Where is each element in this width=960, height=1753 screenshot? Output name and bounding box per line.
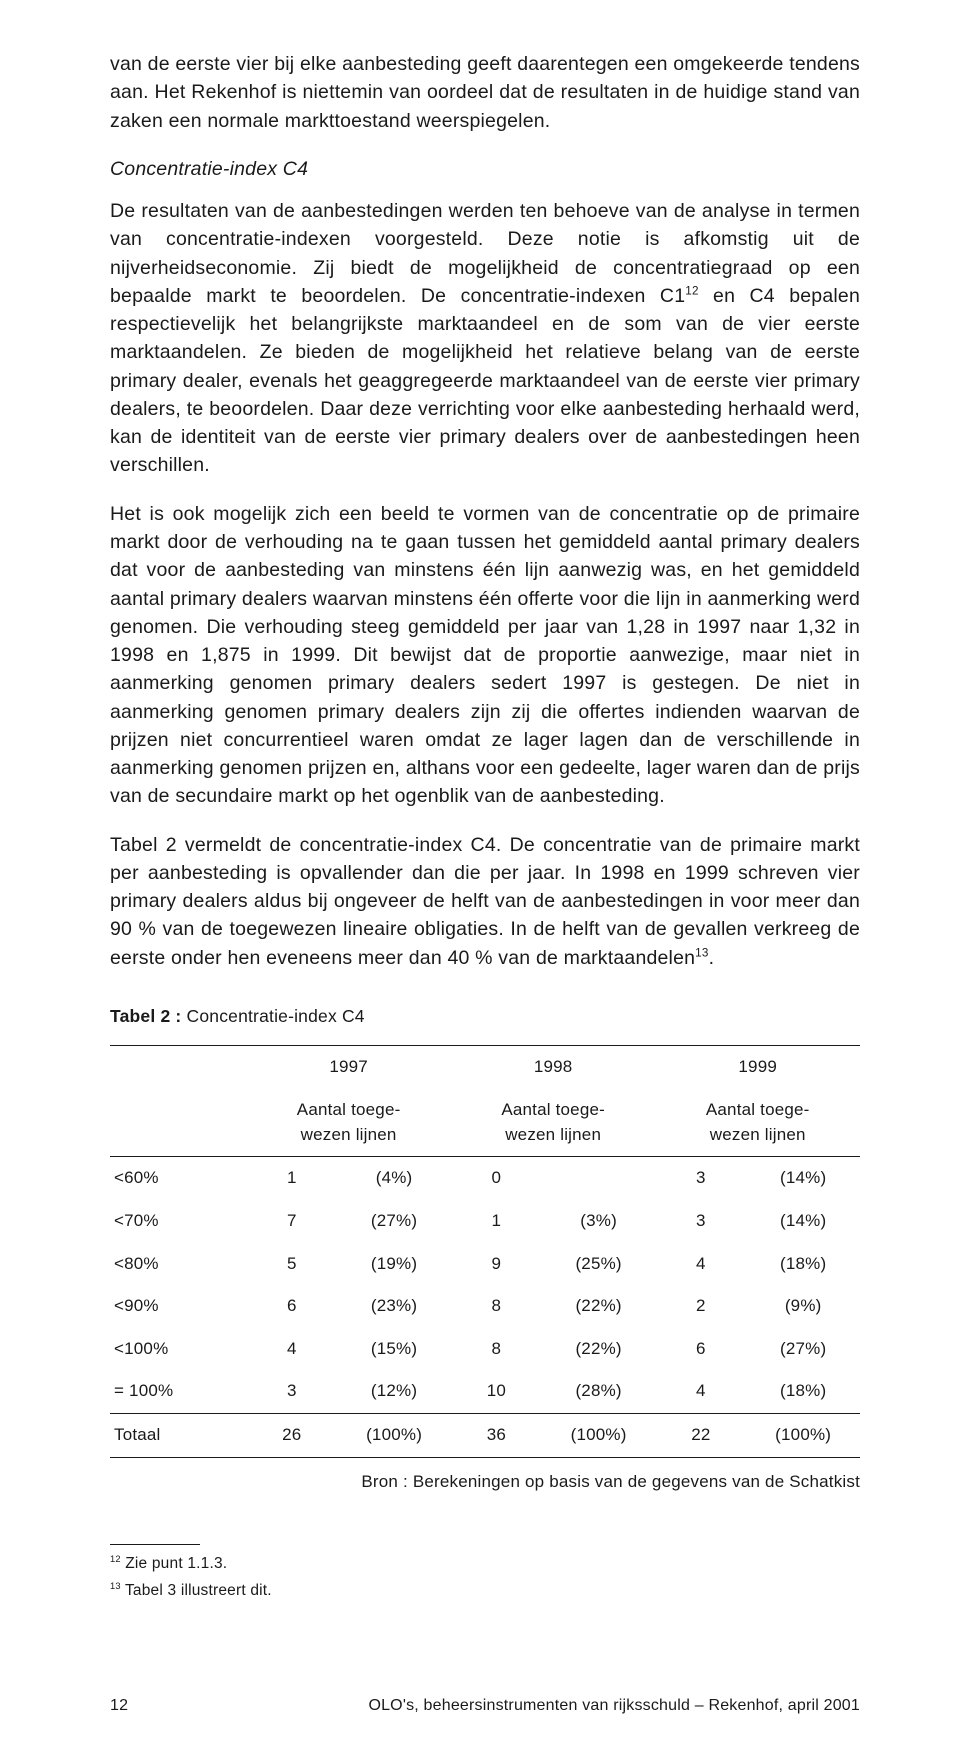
table-subheader: Aantal toege- wezen lijnen Aantal toege-… (110, 1089, 860, 1157)
paragraph-ratio: Het is ook mogelijk zich een beeld te vo… (110, 500, 860, 811)
cell: 10 (451, 1370, 542, 1413)
table-header-years: 1997 1998 1999 (110, 1046, 860, 1089)
footnote-13: 13 Tabel 3 illustreert dit. (110, 1580, 860, 1602)
cell: (27%) (746, 1328, 860, 1371)
row-label: <60% (110, 1157, 246, 1200)
row-label: <100% (110, 1328, 246, 1371)
col-subhead: Aantal toege- wezen lijnen (655, 1089, 860, 1157)
table-body: <60%1(4%)03(14%)<70%7(27%)1(3%)3(14%)<80… (110, 1157, 860, 1414)
page-footer: 12 OLO's, beheersinstrumenten van rijkss… (110, 1694, 860, 1717)
table-row: <60%1(4%)0 3(14%) (110, 1157, 860, 1200)
table-row: <100%4(15%)8(22%)6(27%) (110, 1328, 860, 1371)
cell: 7 (246, 1200, 337, 1243)
cell: 26 (246, 1414, 337, 1458)
cell: (23%) (337, 1285, 451, 1328)
paragraph-c4-definition: De resultaten van de aanbestedingen werd… (110, 197, 860, 480)
footnote-number: 12 (110, 1554, 121, 1564)
concentration-table: 1997 1998 1999 Aantal toege- wezen lijne… (110, 1045, 860, 1457)
col-subhead: Aantal toege- wezen lijnen (451, 1089, 656, 1157)
table-row: <80%5(19%)9(25%)4(18%) (110, 1243, 860, 1286)
footer-text: OLO's, beheersinstrumenten van rijksschu… (368, 1694, 860, 1717)
cell: (28%) (542, 1370, 656, 1413)
cell: 2 (655, 1285, 746, 1328)
footnotes: 12 Zie punt 1.1.3. 13 Tabel 3 illustreer… (110, 1544, 860, 1602)
footnote-ref-13: 13 (695, 946, 708, 959)
cell: (14%) (746, 1157, 860, 1200)
cell: 3 (246, 1370, 337, 1413)
table-row: <70%7(27%)1(3%)3(14%) (110, 1200, 860, 1243)
paragraph-table-intro: Tabel 2 vermeldt de concentratie-index C… (110, 831, 860, 972)
table-caption-text: Concentratie-index C4 (187, 1006, 365, 1026)
footnote-rule (110, 1544, 200, 1545)
cell: (100%) (746, 1414, 860, 1458)
page-number: 12 (110, 1694, 128, 1717)
cell: 8 (451, 1285, 542, 1328)
row-label: = 100% (110, 1370, 246, 1413)
row-label: <70% (110, 1200, 246, 1243)
row-label: <90% (110, 1285, 246, 1328)
text: Tabel 2 vermeldt de concentratie-index C… (110, 834, 860, 969)
cell: (100%) (337, 1414, 451, 1458)
table-row: <90%6(23%)8(22%)2(9%) (110, 1285, 860, 1328)
cell: (9%) (746, 1285, 860, 1328)
paragraph-intro: van de eerste vier bij elke aanbesteding… (110, 50, 860, 135)
cell: 6 (246, 1285, 337, 1328)
cell: (22%) (542, 1285, 656, 1328)
col-year: 1999 (655, 1046, 860, 1089)
total-label: Totaal (110, 1414, 246, 1458)
cell: 0 (451, 1157, 542, 1200)
cell: 4 (246, 1328, 337, 1371)
table-caption-label: Tabel 2 : (110, 1006, 181, 1026)
heading-concentratie-c4: Concentratie-index C4 (110, 155, 860, 183)
document-page: van de eerste vier bij elke aanbesteding… (0, 0, 960, 1753)
cell: 3 (655, 1200, 746, 1243)
row-label: <80% (110, 1243, 246, 1286)
col-year: 1997 (246, 1046, 451, 1089)
footnote-text: Zie punt 1.1.3. (125, 1555, 227, 1572)
cell: (12%) (337, 1370, 451, 1413)
table-total-row: Totaal 26 (100%) 36 (100%) 22 (100%) (110, 1414, 860, 1458)
footnote-number: 13 (110, 1581, 121, 1591)
cell: (27%) (337, 1200, 451, 1243)
cell: 4 (655, 1370, 746, 1413)
cell: 4 (655, 1243, 746, 1286)
cell: 3 (655, 1157, 746, 1200)
cell: (19%) (337, 1243, 451, 1286)
cell: 1 (451, 1200, 542, 1243)
table-caption: Tabel 2 : Concentratie-index C4 (110, 1004, 860, 1029)
cell: (14%) (746, 1200, 860, 1243)
cell: (4%) (337, 1157, 451, 1200)
cell: (3%) (542, 1200, 656, 1243)
cell (542, 1157, 656, 1200)
table-source: Bron : Berekeningen op basis van de gege… (110, 1470, 860, 1495)
footnote-12: 12 Zie punt 1.1.3. (110, 1553, 860, 1575)
cell: 9 (451, 1243, 542, 1286)
col-year: 1998 (451, 1046, 656, 1089)
cell: 6 (655, 1328, 746, 1371)
table-row: = 100%3(12%)10(28%)4(18%) (110, 1370, 860, 1413)
footnote-text: Tabel 3 illustreert dit. (125, 1582, 272, 1599)
cell: (25%) (542, 1243, 656, 1286)
cell: (22%) (542, 1328, 656, 1371)
cell: 1 (246, 1157, 337, 1200)
cell: 5 (246, 1243, 337, 1286)
cell: (18%) (746, 1243, 860, 1286)
text: . (709, 947, 715, 969)
cell: (15%) (337, 1328, 451, 1371)
cell: (100%) (542, 1414, 656, 1458)
cell: 36 (451, 1414, 542, 1458)
cell: 22 (655, 1414, 746, 1458)
footnote-ref-12: 12 (685, 284, 698, 297)
cell: (18%) (746, 1370, 860, 1413)
text: en C4 bepalen respectievelijk het belang… (110, 285, 860, 477)
col-subhead: Aantal toege- wezen lijnen (246, 1089, 451, 1157)
cell: 8 (451, 1328, 542, 1371)
